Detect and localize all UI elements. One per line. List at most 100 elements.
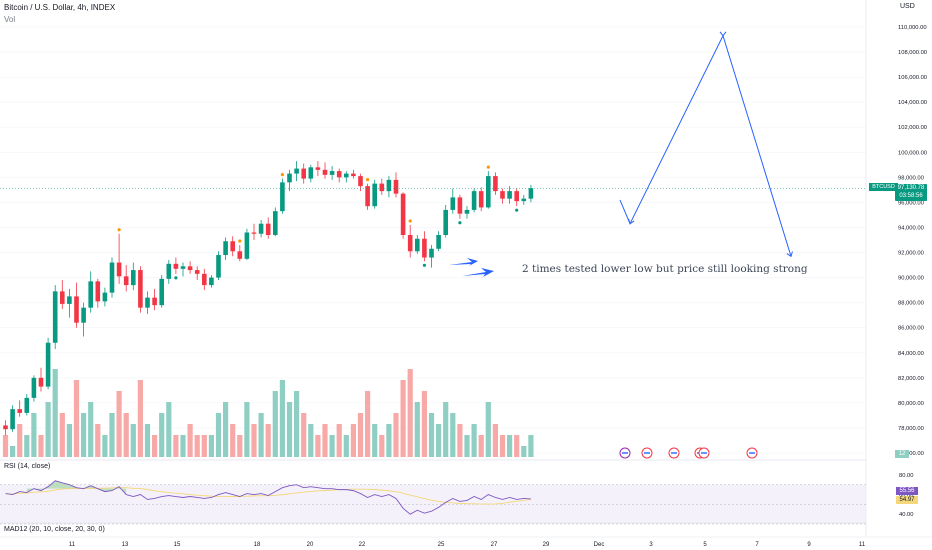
volume-bar xyxy=(66,424,72,457)
forecast-drawing[interactable] xyxy=(449,31,794,277)
candle-body xyxy=(116,262,122,277)
volume-bar xyxy=(45,402,51,457)
time-tick-label: 9 xyxy=(807,542,811,548)
volume-bar xyxy=(130,424,136,457)
candle-body xyxy=(74,296,79,323)
candle-body xyxy=(521,198,527,202)
price-tick-label: 108,000.00 xyxy=(898,50,927,56)
candle-body xyxy=(230,241,235,252)
volume-bar xyxy=(499,435,506,457)
volume-bar xyxy=(31,413,37,457)
price-tick-label: 82,000.00 xyxy=(898,376,924,382)
volume-bar xyxy=(88,402,94,457)
volume-bar xyxy=(436,424,442,457)
volume-bar xyxy=(343,435,349,457)
volume-bar xyxy=(350,424,356,457)
rsi-axis-label: 40.00 xyxy=(899,512,914,518)
candle-body xyxy=(478,191,484,208)
candle-body xyxy=(88,281,93,308)
volume-bar xyxy=(443,402,449,457)
candle-body xyxy=(81,307,86,323)
countdown-timer: 03:58:56 xyxy=(899,193,923,199)
volume-bar xyxy=(123,413,129,457)
rsi-line xyxy=(5,480,531,515)
candle-body xyxy=(216,255,221,278)
candle-body xyxy=(95,281,101,302)
volume-bar xyxy=(144,424,151,457)
volume-bar xyxy=(230,424,236,457)
buy-signal-marker xyxy=(422,263,426,267)
volume-bar xyxy=(521,446,527,457)
forecast-arrowhead xyxy=(719,31,727,37)
candle-body xyxy=(471,191,477,210)
symbol-tag: BTCUSD xyxy=(869,183,898,191)
sell-signal-marker xyxy=(280,173,284,177)
volume-bar xyxy=(17,424,23,457)
volume-bar xyxy=(237,435,243,457)
time-tick-label: 11 xyxy=(69,542,76,548)
annotation-text[interactable]: 2 times tested lower low but price still… xyxy=(522,263,808,275)
candle-body xyxy=(422,238,427,258)
candle-body xyxy=(145,297,150,308)
candle-body xyxy=(180,266,186,269)
volume-bar xyxy=(507,435,513,457)
candle-body xyxy=(507,191,512,199)
sell-signal-marker xyxy=(238,239,242,243)
volume-bar xyxy=(315,435,321,457)
candle-body xyxy=(173,263,179,269)
price-tick-label: 96,000.00 xyxy=(898,200,924,206)
volume-bar xyxy=(464,435,470,457)
volume-bar xyxy=(258,413,264,457)
candle-body xyxy=(493,176,498,192)
volume-bar xyxy=(173,435,179,457)
time-tick-label: 27 xyxy=(491,542,498,548)
mad-title[interactable]: MAD12 (20, 10, close, 20, 30, 0) xyxy=(4,526,105,533)
volume-bar xyxy=(166,402,172,457)
volume-bar xyxy=(485,402,491,457)
candle-body xyxy=(358,176,363,187)
time-tick-label: Dec xyxy=(594,542,605,548)
candle-body xyxy=(436,234,441,249)
candle-body xyxy=(464,209,470,214)
time-tick-label: 22 xyxy=(359,542,366,548)
candle-body xyxy=(443,209,448,235)
volume-bar xyxy=(450,413,456,457)
volume-bar xyxy=(322,424,328,457)
volume-bar xyxy=(244,402,250,457)
time-tick-label: 20 xyxy=(307,542,314,548)
volume-bar xyxy=(421,391,427,457)
currency-label[interactable]: USD xyxy=(900,3,915,10)
candle-body xyxy=(251,232,257,234)
symbol-title[interactable]: Bitcoin / U.S. Dollar, 4h, INDEX xyxy=(4,3,116,12)
time-tick-label: 13 xyxy=(122,542,129,548)
volume-bar xyxy=(223,402,229,457)
volume-bar xyxy=(215,413,222,457)
sell-signal-marker xyxy=(486,165,490,169)
price-tick-label: 90,000.00 xyxy=(898,276,924,282)
volume-bar xyxy=(492,424,498,457)
rsi-axis-label: 80.00 xyxy=(899,473,914,479)
price-tick-label: 94,000.00 xyxy=(898,225,924,231)
volume-bar xyxy=(194,435,200,457)
volume-bar xyxy=(379,435,385,457)
price-axis[interactable]: 110,000.00 108,000.00 106,000.00 104,000.00… xyxy=(865,0,927,537)
candle-body xyxy=(400,193,406,235)
candle-body xyxy=(194,270,200,274)
buy-signal-marker xyxy=(515,208,519,212)
price-tick-label: 98,000.00 xyxy=(898,175,924,181)
volume-bar xyxy=(414,402,420,457)
time-axis[interactable]: 11 13 15 18 20 22 25 27 29 Dec 3 5 7 9 11 xyxy=(0,536,932,548)
candle-body xyxy=(166,263,172,279)
candle-body xyxy=(138,270,143,308)
candle-body xyxy=(322,169,328,175)
candle-body xyxy=(223,241,228,256)
candle-body xyxy=(209,277,214,286)
rsi-title[interactable]: RSI (14, close) xyxy=(4,463,51,470)
event-icons[interactable] xyxy=(619,447,758,459)
signal-markers xyxy=(117,165,519,280)
candle-body xyxy=(265,223,271,235)
time-tick-label: 25 xyxy=(438,542,445,548)
candle-body xyxy=(237,251,243,259)
last-price-value: 97,130.78 xyxy=(897,185,925,191)
